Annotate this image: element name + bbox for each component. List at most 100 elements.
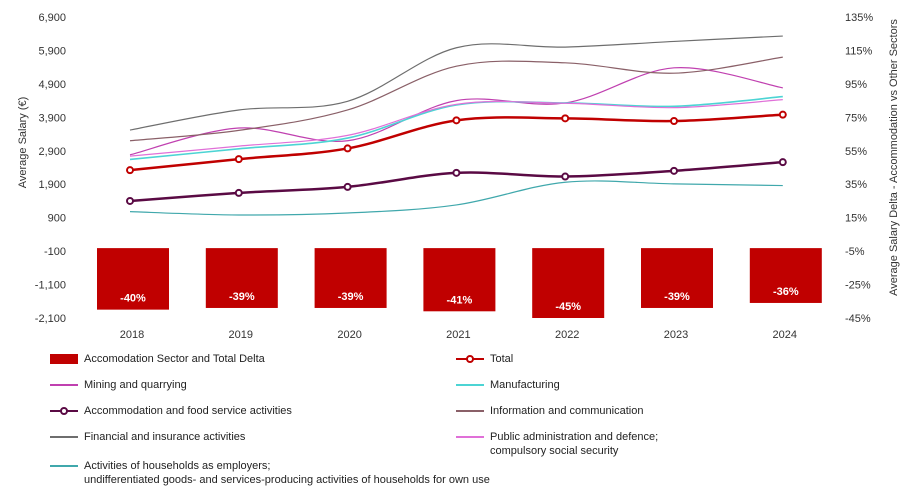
legend-swatch — [456, 353, 484, 365]
legend-label: Total — [490, 353, 514, 365]
series-line-manufacturing — [129, 95, 783, 161]
legend-item: Public administration and defence; compu… — [456, 430, 658, 458]
legend-label: Mining and quarrying — [84, 379, 187, 391]
left-tick-label: 4,900 — [38, 79, 66, 91]
legend-item: Information and communication — [456, 404, 643, 418]
bar-data-label: -45% — [555, 301, 581, 313]
point-accommodation-and-food-service-activities — [452, 168, 461, 177]
chart: 6,900 5,900 4,900 3,900 2,900 1,900 900 -100 -1,… — [17, 12, 900, 341]
point-accommodation-and-food-service-activities — [561, 172, 570, 181]
legend-item: Total — [456, 352, 513, 366]
legend-label: Financial and insurance activities — [84, 431, 246, 443]
legend-swatch-bars — [50, 354, 78, 364]
x-tick-label: 2020 — [337, 329, 361, 341]
left-tick-label: -100 — [44, 246, 66, 258]
bar-data-label: -41% — [447, 294, 473, 306]
series-line-financial-and-insurance-activities — [129, 35, 783, 131]
point-accommodation-and-food-service-activities — [670, 166, 678, 175]
legend-swatch-line — [456, 384, 484, 386]
point-accommodation-and-food-service-activities — [234, 188, 243, 197]
legend-swatch-line — [456, 410, 484, 412]
legend-swatch-line — [456, 436, 484, 438]
right-tick-label: 95% — [845, 79, 867, 91]
legend-item: Accommodation and food service activitie… — [50, 404, 292, 418]
bar-data-label: -39% — [664, 291, 690, 303]
point-accommodation-and-food-service-activities — [778, 158, 787, 167]
right-tick-label: 135% — [845, 12, 873, 24]
left-tick-label: 2,900 — [38, 146, 66, 158]
bar — [205, 248, 278, 308]
legend-label: Activities of households as employers; u… — [84, 460, 490, 486]
left-tick-label: 5,900 — [38, 45, 66, 57]
point-total — [561, 114, 570, 123]
legend-label: Manufacturing — [490, 379, 560, 391]
series-line-accommodation-and-food-service-activities — [129, 160, 783, 203]
point-accommodation-and-food-service-activities — [126, 196, 134, 205]
right-tick-label: -25% — [845, 280, 871, 292]
left-tick-label: -2,100 — [35, 313, 66, 325]
x-tick-label: 2022 — [555, 329, 579, 341]
point-total — [452, 116, 461, 125]
bar — [641, 248, 713, 308]
legend-label: Information and communication — [490, 405, 644, 417]
right-tick-label: 115% — [845, 45, 873, 57]
legend-swatch — [50, 405, 78, 417]
series-line-activities-of-households-as-employers — [129, 180, 783, 216]
left-tick-label: 900 — [48, 213, 66, 225]
right-tick-label: -5% — [845, 246, 865, 258]
x-tick-label: 2018 — [120, 329, 144, 341]
x-tick-label: 2024 — [773, 329, 797, 341]
bar-data-label: -39% — [338, 291, 364, 303]
series-line-public-administration-and-defence — [129, 99, 783, 157]
series-line-mining-and-quarrying — [129, 67, 783, 156]
x-tick-label: 2023 — [664, 329, 688, 341]
legend-swatch-line — [50, 384, 78, 386]
left-tick-label: -1,100 — [35, 280, 66, 292]
legend-item: Manufacturing — [456, 378, 560, 392]
bar — [314, 248, 387, 308]
bar — [97, 248, 169, 310]
right-tick-label: -45% — [845, 313, 871, 325]
right-tick-label: 75% — [845, 112, 867, 124]
point-accommodation-and-food-service-activities — [343, 182, 352, 191]
point-total — [343, 144, 352, 153]
legend-swatch-line — [50, 436, 78, 438]
point-total — [670, 117, 678, 126]
right-axis-title: Average Salary Delta - Accommodation vs … — [888, 19, 900, 296]
legend-item-bars: Accomodation Sector and Total Delta — [50, 352, 265, 366]
right-tick-label: 15% — [845, 213, 867, 225]
point-total — [126, 166, 134, 175]
legend-label: Public administration and defence; compu… — [490, 431, 659, 457]
series-line-information-and-communication — [129, 56, 783, 142]
legend-swatch-line — [50, 465, 78, 467]
legend-item: Financial and insurance activities — [50, 430, 245, 444]
bar — [423, 248, 496, 312]
left-tick-label: 6,900 — [38, 12, 66, 24]
legend-swatch-marker — [466, 355, 474, 363]
left-tick-label: 1,900 — [38, 179, 66, 191]
right-tick-label: 55% — [845, 146, 867, 158]
bar-data-label: -39% — [229, 291, 255, 303]
legend-label: Accommodation and food service activitie… — [84, 405, 292, 417]
x-tick-label: 2021 — [446, 329, 470, 341]
left-axis-title: Average Salary (€) — [17, 97, 29, 189]
x-tick-label: 2019 — [229, 329, 253, 341]
left-tick-label: 3,900 — [38, 112, 66, 124]
point-total — [778, 110, 787, 119]
legend-swatch — [456, 379, 484, 391]
bar-data-label: -40% — [120, 293, 146, 305]
bar-data-label: -36% — [773, 286, 799, 298]
legend-item: Mining and quarrying — [50, 378, 187, 392]
legend-label: Accomodation Sector and Total Delta — [84, 353, 265, 365]
legend-swatch — [50, 460, 78, 472]
legend-swatch — [456, 431, 484, 443]
right-tick-label: 35% — [845, 179, 867, 191]
legend-swatch — [50, 379, 78, 391]
bar — [532, 248, 605, 318]
legend-swatch — [456, 405, 484, 417]
point-total — [234, 155, 243, 164]
legend-swatch-marker — [60, 407, 68, 415]
legend-swatch — [50, 431, 78, 443]
bar — [749, 248, 822, 303]
legend-item: Activities of households as employers; u… — [50, 459, 490, 487]
